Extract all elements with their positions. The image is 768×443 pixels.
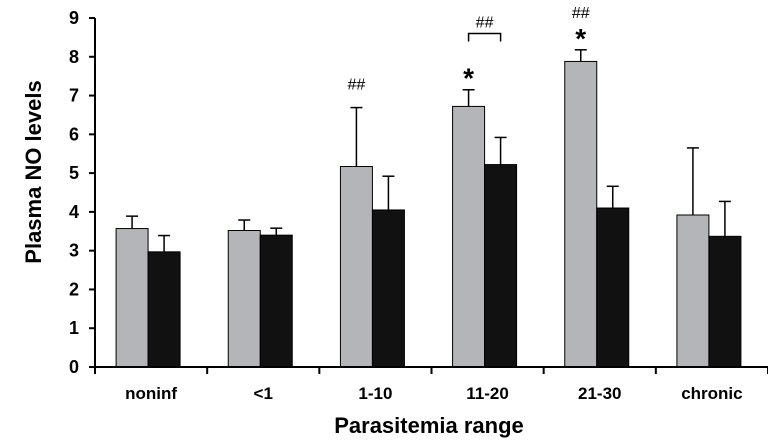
annotation-star-21-30: * — [575, 23, 586, 54]
bar-<1-series-1 — [227, 230, 261, 368]
x-tick-label-noninf: noninf — [125, 384, 177, 403]
x-axis-title: Parasitemia range — [334, 413, 524, 438]
bar-21-30-series-1 — [564, 60, 598, 368]
error-bars — [126, 49, 731, 252]
bar-11-20-series-2 — [484, 164, 518, 368]
bars — [115, 60, 742, 368]
y-tick-label-5: 5 — [69, 163, 79, 183]
y-axis-ticks: 0 1 2 3 4 5 6 7 8 9 — [69, 8, 95, 377]
significance-bracket — [467, 32, 502, 42]
y-tick-label-2: 2 — [69, 279, 79, 299]
bar-21-30-series-2 — [596, 207, 630, 368]
x-tick-label-11-20: 11-20 — [466, 384, 509, 403]
annotation-star-11-20: * — [463, 63, 474, 94]
y-tick-label-7: 7 — [69, 86, 79, 106]
y-axis-title: Plasma NO levels — [21, 80, 46, 263]
bar-1-10-series-1 — [339, 166, 373, 368]
x-tick-label-21-30: 21-30 — [578, 384, 621, 403]
y-tick-label-6: 6 — [69, 124, 79, 144]
annotation-hash-21-30: ## — [572, 5, 590, 22]
bar-noninf-series-2 — [147, 251, 181, 368]
x-tick-label-<1: <1 — [254, 384, 273, 403]
y-tick-label-8: 8 — [69, 47, 79, 67]
y-tick-label-0: 0 — [69, 357, 79, 377]
bar-11-20-series-1 — [452, 105, 486, 368]
x-tick-label-chronic: chronic — [681, 384, 742, 403]
x-axis-labels: noninf <1 1-10 11-20 21-30 chronic — [94, 367, 768, 403]
bracket-annotation: ## — [476, 15, 494, 32]
annotation-hash-1-10: ## — [348, 77, 366, 94]
x-tick-label-1-10: 1-10 — [358, 384, 392, 403]
y-tick-label-4: 4 — [69, 202, 79, 222]
y-tick-label-1: 1 — [69, 318, 79, 338]
bar-1-10-series-2 — [371, 209, 405, 368]
bar-noninf-series-1 — [115, 228, 149, 368]
bar-chronic-series-2 — [708, 235, 742, 368]
axes — [94, 18, 768, 368]
bar-<1-series-2 — [259, 234, 293, 368]
bar-chronic-series-1 — [676, 214, 710, 368]
y-tick-label-9: 9 — [69, 8, 79, 28]
significance-annotations: ## **#### — [348, 5, 590, 94]
y-tick-label-3: 3 — [69, 241, 79, 261]
